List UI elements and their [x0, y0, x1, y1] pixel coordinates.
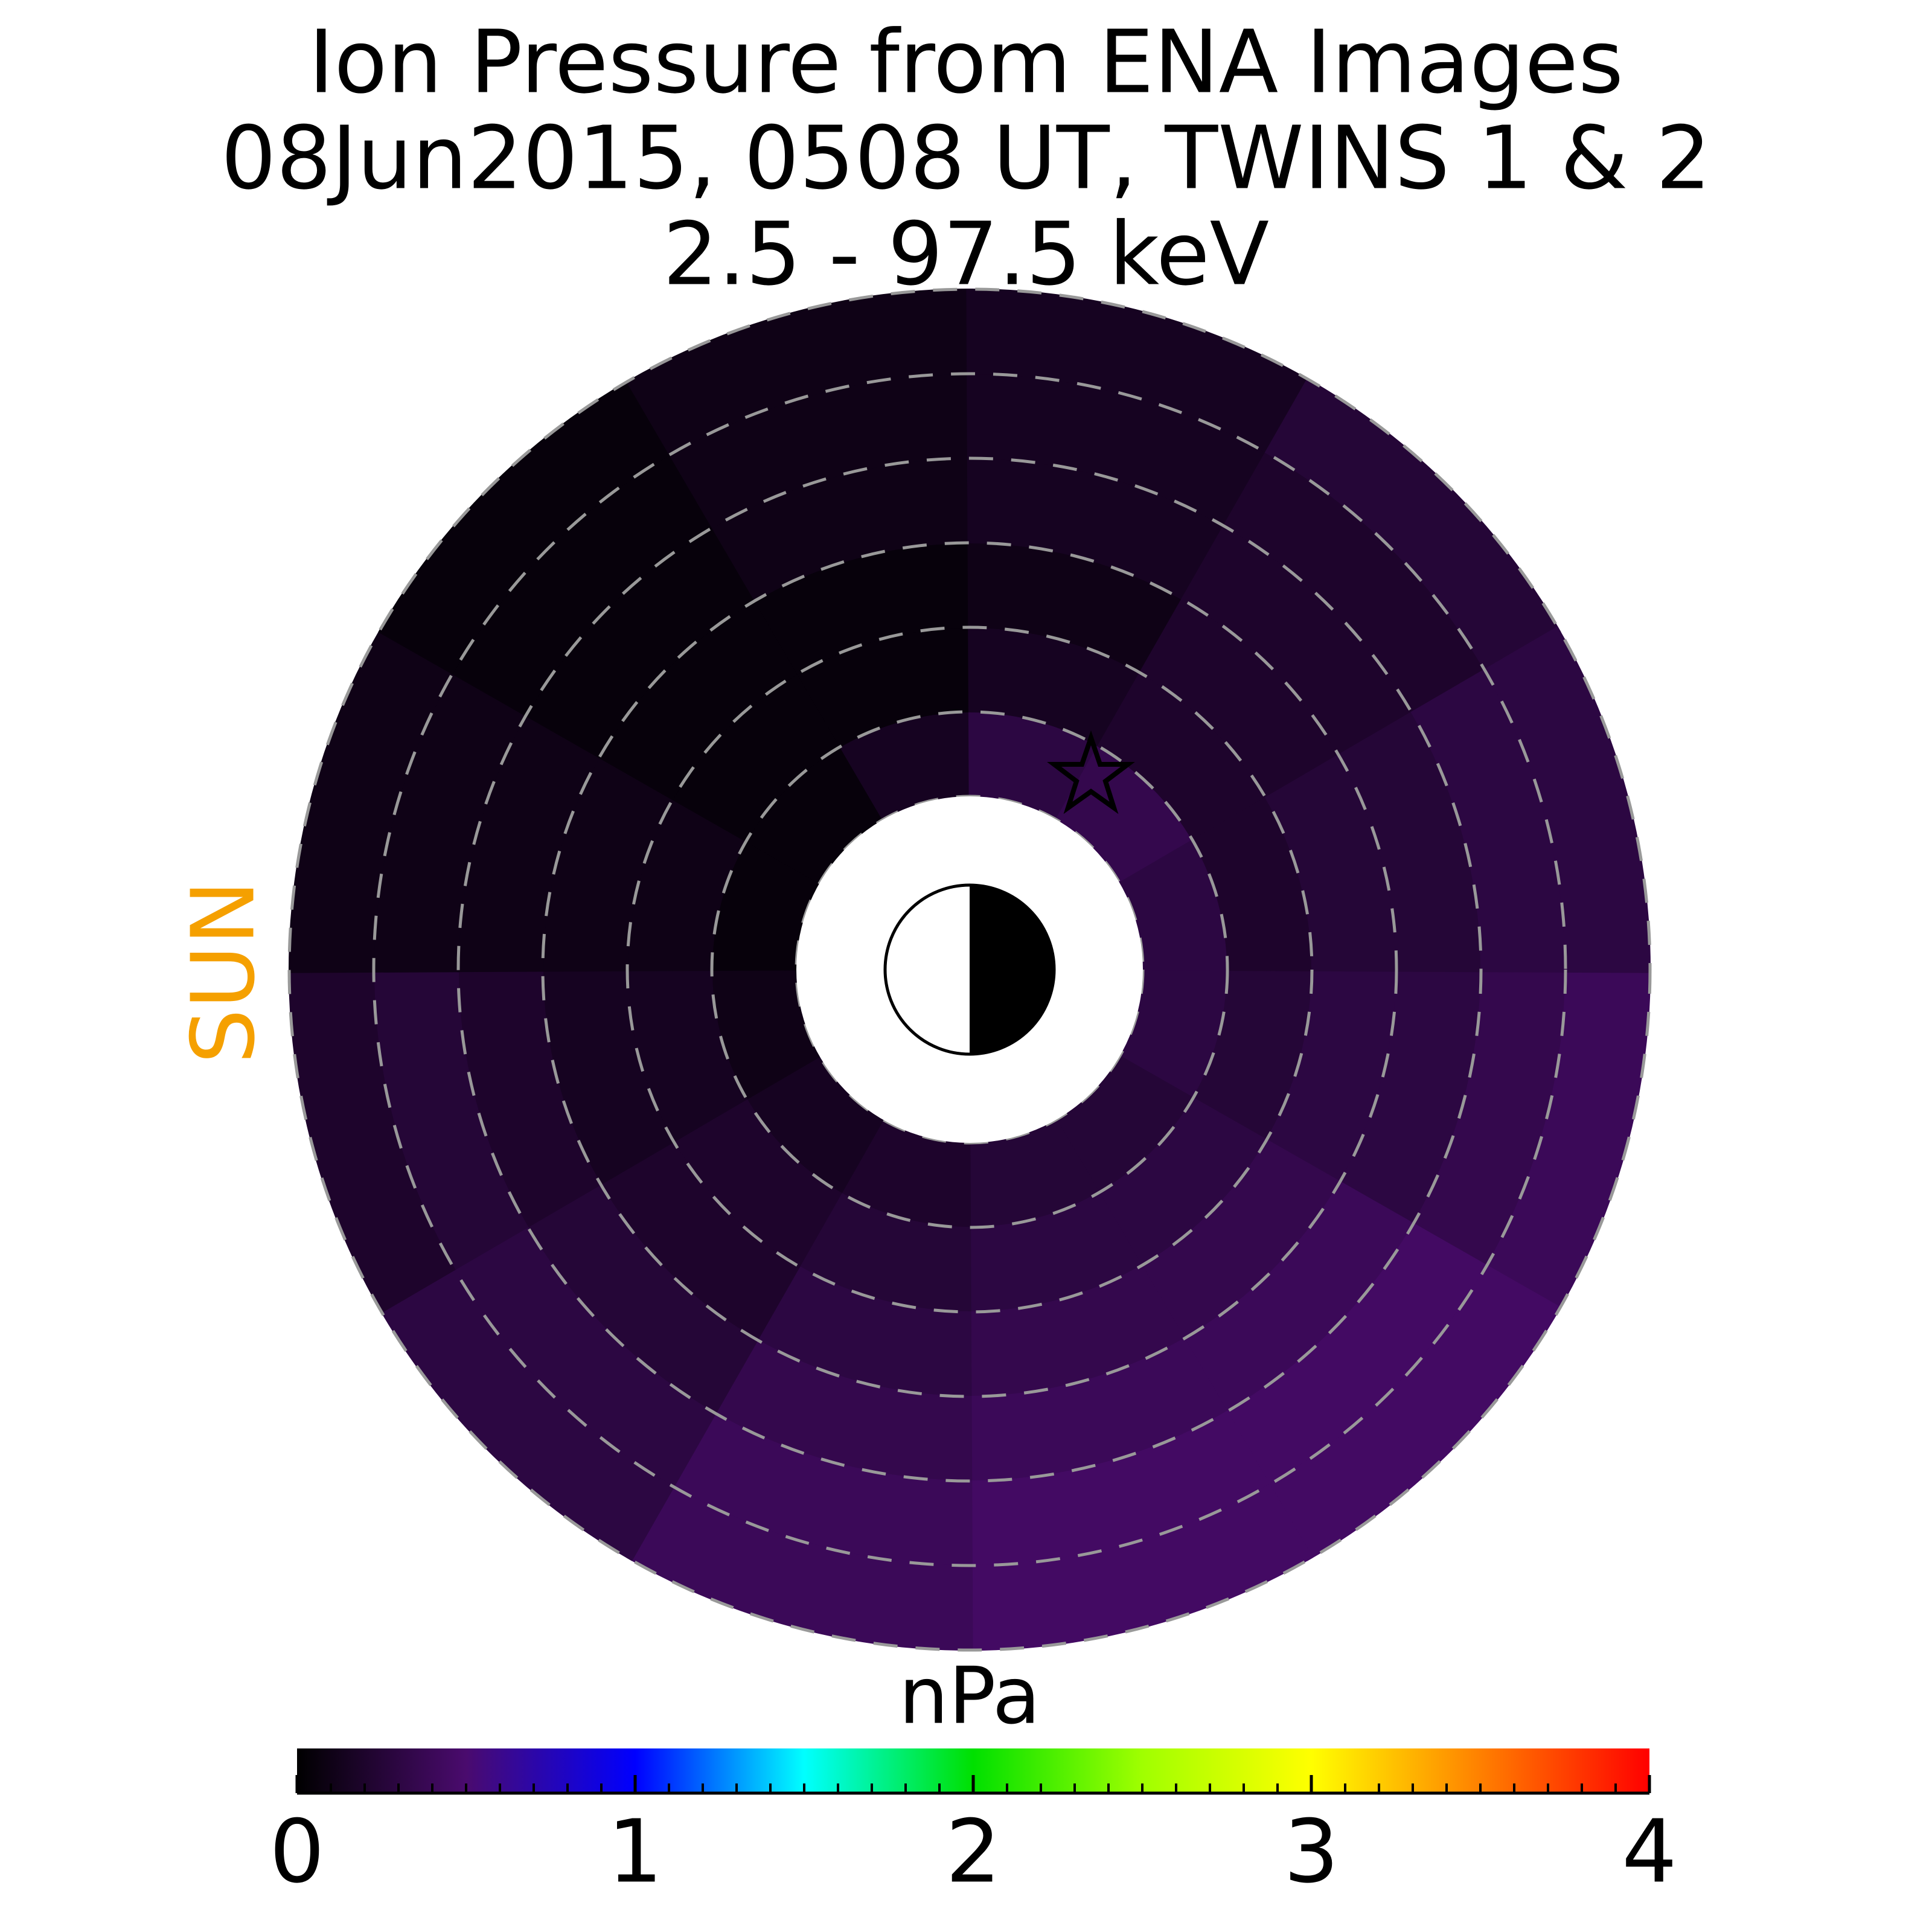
pressure-cell [839, 1119, 971, 1229]
pressure-cell [1264, 1264, 1561, 1561]
pressure-cell [1223, 1223, 1488, 1488]
pressure-cell [626, 288, 973, 456]
pressure-cell [968, 711, 1100, 820]
pressure-cell [288, 626, 456, 973]
pressure-cell [1337, 711, 1482, 973]
pressure-cell [796, 1191, 971, 1313]
title-line: 08Jun2015, 0508 UT, TWINS 1 & 2 [221, 107, 1711, 209]
sun-label: SUN [173, 880, 274, 1064]
pressure-cell [1191, 796, 1313, 971]
pressure-cell [968, 626, 1143, 748]
pressure-cell [1180, 525, 1415, 759]
pressure-cell [457, 711, 602, 973]
pressure-cell [451, 1223, 717, 1488]
pressure-cell [1055, 1055, 1194, 1194]
colorbar-tick-label: 4 [1622, 1801, 1677, 1902]
dashed-ring [456, 456, 1483, 1483]
pressure-cell [967, 457, 1228, 602]
dashed-ring [287, 287, 1652, 1652]
pressure-cell [1483, 966, 1651, 1313]
pressure-cell [967, 1410, 1271, 1567]
pressure-cell [525, 1180, 759, 1415]
pressure-cell [1097, 1097, 1268, 1268]
dashed-ring [541, 541, 1398, 1398]
star [1047, 730, 1135, 814]
pressure-cell [542, 967, 675, 1186]
pressure-cell [968, 1119, 1100, 1229]
pressure-cell [711, 457, 973, 602]
pressure-cell [373, 668, 529, 973]
pressure-cell [753, 1264, 972, 1398]
pressure-cell [1180, 1180, 1415, 1415]
colorbar-tick-label: 0 [269, 1801, 325, 1902]
colorbar-axis: 0 1 2 3 4 [269, 1775, 1677, 1902]
colorbar-tick-label: 3 [1284, 1801, 1339, 1902]
pressure-cell [1119, 968, 1229, 1100]
pressure-cell [598, 1139, 801, 1341]
pressure-cell [966, 288, 1313, 456]
pressure-cell [1139, 1139, 1341, 1341]
dashed-ring [625, 625, 1314, 1314]
title-line: Ion Pressure from ENA Images [309, 11, 1623, 113]
pressure-cell [626, 1483, 973, 1651]
colorbar-tick-label: 1 [607, 1801, 663, 1902]
pressure-cell [668, 373, 973, 529]
pressure-cell [967, 1264, 1186, 1398]
pressure-cell [967, 1337, 1228, 1482]
pressure-cell [753, 542, 972, 675]
pressure-cell [966, 1483, 1313, 1651]
pressure-cell [1410, 967, 1567, 1271]
pressure-cell [745, 745, 884, 884]
pressure-cell [373, 967, 529, 1271]
pressure-cell [711, 1337, 973, 1482]
pressure-cell [1097, 671, 1268, 842]
pressure-cell [796, 626, 971, 748]
pressure-cell [1191, 968, 1313, 1143]
pressure-cell [288, 966, 456, 1313]
pressure-cell [968, 1191, 1143, 1313]
pressure-cell [1119, 839, 1229, 971]
pressure-cell [711, 968, 820, 1100]
pressure-cell [671, 671, 842, 842]
pressure-cell [1410, 668, 1567, 973]
pressure-cell [1337, 967, 1482, 1228]
pressure-cell [626, 968, 748, 1143]
pressure-cell [668, 1410, 973, 1567]
pressure-cell [1483, 626, 1651, 973]
pressure-cell [457, 967, 602, 1228]
pressure-cell [378, 378, 675, 675]
pressure-cell [1139, 598, 1341, 801]
dashed-ring [372, 372, 1567, 1567]
colorbar-tick-label: 2 [945, 1801, 1001, 1902]
earth [883, 883, 1056, 1056]
pressure-cell [1055, 745, 1194, 884]
pressure-cell [525, 525, 759, 759]
pressure-cell [1264, 967, 1398, 1186]
pressure-cell [1223, 451, 1488, 717]
pressure-cell [542, 753, 675, 972]
pressure-cell [711, 839, 820, 971]
dashed-ring [710, 710, 1229, 1229]
pressure-cell [839, 711, 971, 820]
pressure-cell [1264, 378, 1561, 675]
colorbar-label: nPa [899, 1650, 1041, 1742]
pressure-cell [451, 451, 717, 717]
title-line: 2.5 - 97.5 keV [663, 203, 1269, 305]
pressure-cell [967, 373, 1271, 529]
pressure-cell [745, 1055, 884, 1194]
pressure-cell [378, 1264, 675, 1561]
map [288, 288, 1651, 1651]
pressure-cell [626, 796, 748, 971]
pressure-cell [671, 1097, 842, 1268]
pressure-cell [598, 598, 801, 801]
